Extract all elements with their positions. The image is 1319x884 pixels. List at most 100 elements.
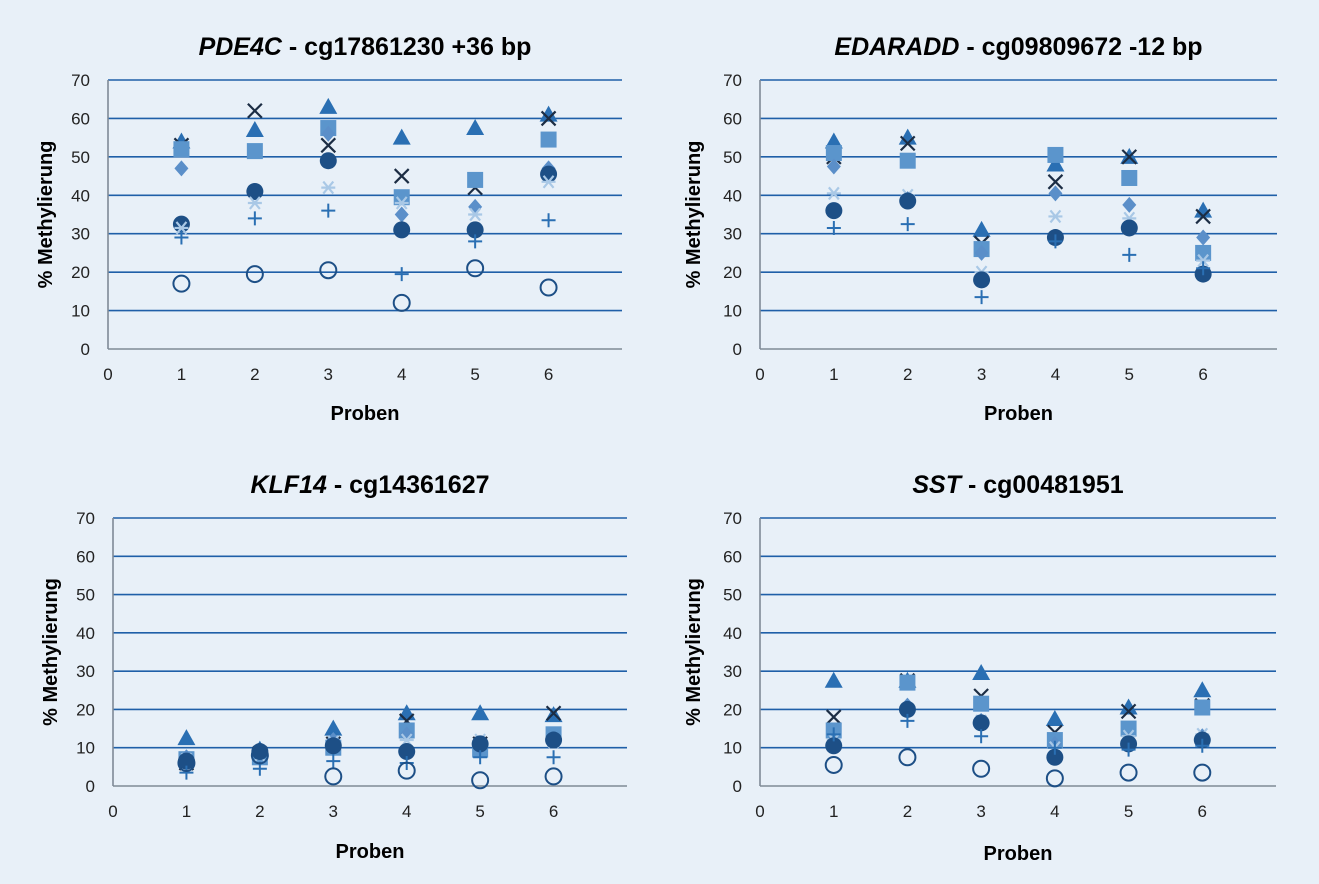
x-tick-label: 3: [976, 802, 985, 821]
y-axis-label: % Methylierung: [683, 141, 705, 289]
x-tick-label: 4: [1051, 365, 1060, 384]
y-tick-label: 40: [723, 186, 742, 205]
y-tick-label: 0: [733, 340, 742, 359]
data-point-plus: [1196, 261, 1211, 276]
y-tick-label: 0: [86, 777, 95, 796]
y-tick-label: 10: [723, 302, 742, 321]
x-tick-label: 5: [475, 802, 484, 821]
x-axis-label: Proben: [984, 403, 1053, 425]
series-diamond: [179, 726, 561, 766]
y-tick-label: 50: [723, 586, 742, 605]
chart-title-gene: KLF14: [250, 471, 327, 499]
data-point-triangle: [972, 220, 991, 237]
y-axis-label: % Methylierung: [40, 578, 62, 726]
data-point-open_circle: [392, 293, 411, 312]
data-point-open_circle: [397, 761, 416, 780]
data-point-filled_circle: [324, 737, 342, 755]
series-plus: [179, 750, 561, 780]
data-point-cross: [899, 135, 916, 152]
data-point-cross: [320, 137, 337, 154]
y-tick-label: 20: [71, 263, 90, 282]
x-tick-label: 0: [103, 365, 112, 384]
data-point-open_circle: [544, 767, 563, 786]
data-point-diamond: [826, 158, 841, 175]
data-point-open_circle: [1045, 769, 1064, 788]
scatter-panel-edaradd: EDARADD - cg09809672 -12 bp0102030405060…: [683, 33, 1277, 425]
data-point-plus: [1047, 740, 1062, 755]
y-tick-label: 70: [723, 509, 742, 528]
series-star: [174, 175, 556, 235]
x-tick-label: 6: [549, 802, 558, 821]
x-tick-label: 1: [182, 802, 191, 821]
data-point-triangle: [319, 97, 338, 114]
y-tick-label: 40: [723, 624, 742, 643]
data-point-plus: [541, 213, 556, 228]
y-tick-label: 30: [723, 225, 742, 244]
data-point-filled_circle: [899, 192, 917, 210]
data-point-star: [826, 186, 841, 201]
series-triangle: [177, 704, 563, 757]
data-point-diamond: [174, 160, 189, 177]
data-point-open_circle: [539, 278, 558, 297]
x-tick-label: 5: [1124, 802, 1133, 821]
y-tick-label: 10: [76, 739, 95, 758]
series-star: [179, 733, 561, 766]
x-tick-label: 0: [755, 802, 764, 821]
data-point-cross: [247, 102, 263, 119]
chart-title: PDE4C - cg17861230 +36 bp: [199, 33, 532, 61]
series-plus: [826, 217, 1211, 305]
data-point-filled_circle: [251, 743, 269, 761]
data-point-square: [1194, 699, 1211, 716]
scatter-panel-klf14: KLF14 - cg14361627 0 10 20 30 40 50 60 70 0 1 2 3 4 5 6…: [40, 471, 627, 863]
y-tick-label: 10: [723, 739, 742, 758]
y-tick-label: 30: [71, 225, 90, 244]
data-point-open_circle: [177, 754, 196, 773]
data-point-open_circle: [466, 259, 485, 278]
data-point-plus: [247, 211, 262, 226]
data-point-filled_circle: [545, 731, 563, 749]
data-point-open_circle: [319, 261, 338, 280]
series-plus: [174, 203, 556, 282]
data-point-open_circle: [1193, 763, 1212, 782]
series-square: [825, 145, 1212, 261]
series-triangle: [824, 128, 1213, 237]
x-tick-label: 4: [402, 802, 411, 821]
y-tick-label: 30: [76, 662, 95, 681]
chart-title-probe: - cg09809672 -12 bp: [959, 33, 1202, 61]
series-cross: [825, 672, 1211, 741]
x-tick-label: 2: [903, 365, 912, 384]
y-tick-label: 50: [71, 148, 90, 167]
data-point-star: [174, 221, 189, 235]
y-tick-label: 60: [71, 109, 90, 128]
y-axis-label: % Methylierung: [683, 578, 705, 726]
data-point-filled_circle: [540, 165, 558, 183]
data-point-square: [899, 674, 916, 691]
data-point-diamond: [1048, 185, 1063, 202]
data-point-diamond: [1122, 196, 1137, 213]
data-point-star: [541, 175, 556, 189]
y-tick-label: 50: [723, 148, 742, 167]
y-tick-label: 30: [723, 662, 742, 681]
chart-title-gene: PDE4C: [199, 33, 283, 61]
data-point-star: [1196, 253, 1211, 268]
data-point-open_circle: [898, 748, 917, 767]
data-point-triangle: [824, 671, 843, 688]
data-point-plus: [974, 290, 989, 305]
series-open_circle: [824, 748, 1212, 788]
x-tick-label: 5: [470, 365, 479, 384]
y-tick-label: 60: [723, 547, 742, 566]
chart-title: SST - cg00481951: [912, 471, 1123, 499]
series-square: [178, 722, 562, 768]
y-tick-label: 40: [71, 186, 90, 205]
chart-title-gene: SST: [912, 471, 963, 499]
data-point-filled_circle: [1120, 219, 1138, 237]
series-diamond: [826, 697, 1210, 752]
scatter-panel-pde4c: PDE4C - cg17861230 +36 bp010203040506070…: [35, 33, 622, 425]
x-tick-label: 2: [255, 802, 264, 821]
data-point-triangle: [1193, 681, 1212, 698]
data-point-square: [393, 189, 410, 206]
x-tick-label: 1: [829, 802, 838, 821]
data-point-plus: [900, 217, 915, 232]
y-tick-label: 70: [76, 509, 95, 528]
